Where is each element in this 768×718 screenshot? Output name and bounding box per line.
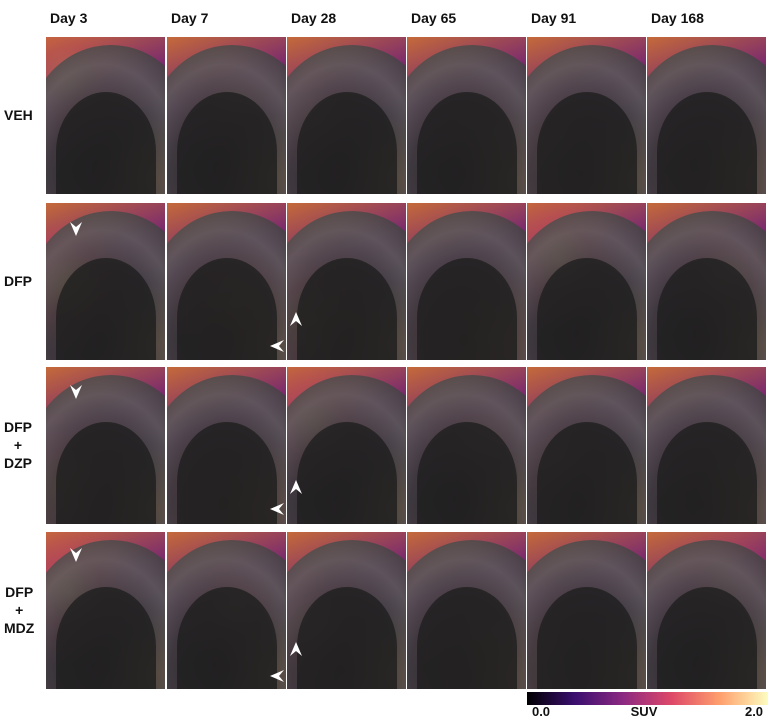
row-label-line: DZP — [4, 454, 32, 472]
brain-image — [407, 532, 526, 689]
row-label-line: VEH — [4, 106, 33, 124]
row-label-line: + — [4, 436, 32, 454]
brain-image — [46, 203, 165, 360]
row-label: DFP — [4, 272, 32, 290]
brain-image — [167, 203, 286, 360]
row-label: DFP+DZP — [4, 418, 32, 472]
row-label-line: DFP — [4, 418, 32, 436]
brain-image — [167, 367, 286, 524]
row-label: DFP+MDZ — [4, 583, 34, 637]
brain-image — [407, 203, 526, 360]
brain-image — [647, 532, 766, 689]
figure: SUV Day 3 Day 7 Day 28 Day 65 Day 91 Day 168 V… — [0, 0, 768, 718]
brain-image — [287, 37, 406, 194]
brain-image — [46, 367, 165, 524]
column-header: Day 28 — [291, 10, 336, 26]
brain-image — [527, 203, 646, 360]
brain-image — [167, 37, 286, 194]
brain-image — [46, 37, 165, 194]
brain-image — [167, 532, 286, 689]
brain-image — [287, 367, 406, 524]
brain-image — [46, 532, 165, 689]
brain-image — [647, 37, 766, 194]
row-label-line: MDZ — [4, 619, 34, 637]
column-header: Day 65 — [411, 10, 456, 26]
colorbar-label: SUV — [631, 704, 658, 718]
brain-image — [407, 37, 526, 194]
brain-image — [527, 367, 646, 524]
column-header: Day 91 — [531, 10, 576, 26]
colorbar-tick-label: 2.0 — [745, 704, 763, 718]
column-header: Day 168 — [651, 10, 704, 26]
row-label: VEH — [4, 106, 33, 124]
brain-image — [287, 532, 406, 689]
brain-image — [287, 203, 406, 360]
brain-image — [527, 532, 646, 689]
row-label-line: + — [4, 601, 34, 619]
brain-image — [407, 367, 526, 524]
row-label-line: DFP — [4, 272, 32, 290]
brain-image — [647, 203, 766, 360]
brain-image — [647, 367, 766, 524]
column-header: Day 7 — [171, 10, 208, 26]
brain-image — [527, 37, 646, 194]
column-header: Day 3 — [50, 10, 87, 26]
colorbar-tick-label: 0.0 — [532, 704, 550, 718]
row-label-line: DFP — [4, 583, 34, 601]
